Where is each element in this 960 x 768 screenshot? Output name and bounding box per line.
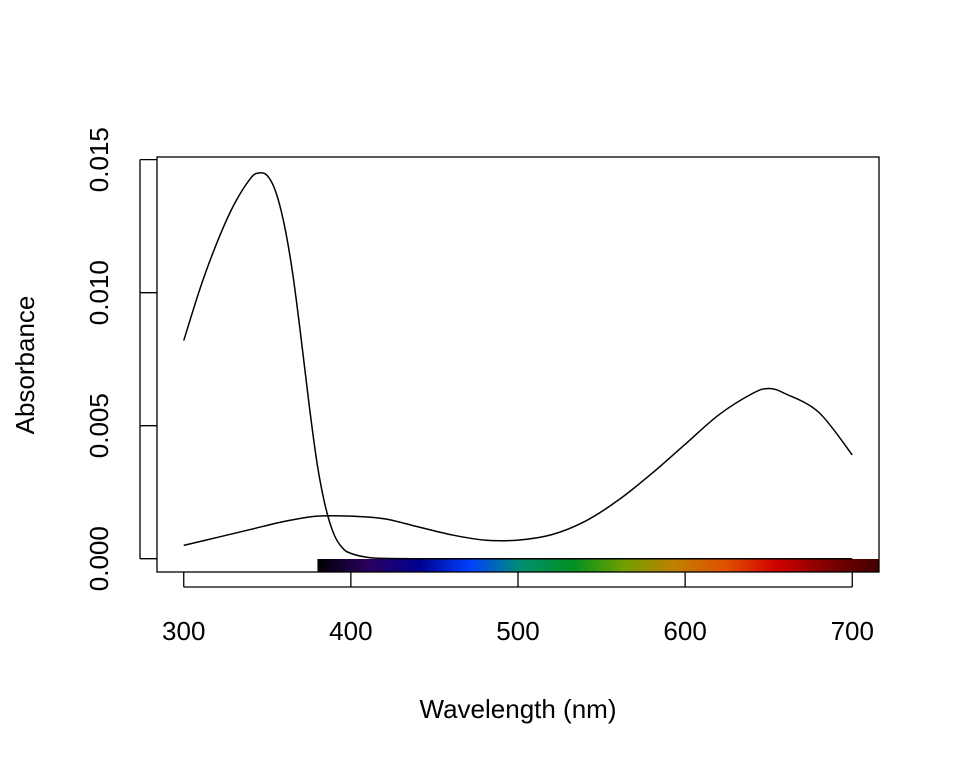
x-tick-label: 500 [496, 616, 539, 646]
x-axis-label: Wavelength (nm) [420, 694, 617, 724]
spectrum-layer [317, 559, 879, 572]
series-line-2 [183, 387, 853, 547]
plot-frame [156, 156, 880, 573]
visible-spectrum-bar [317, 559, 879, 572]
y-tick-label: 0.010 [84, 260, 114, 325]
x-axis: 300 400 500 600 700 [162, 572, 874, 646]
series-layer [183, 172, 853, 560]
y-tick-label: 0.005 [84, 393, 114, 458]
y-axis-label: Absorbance [10, 296, 40, 435]
y-tick-label: 0.000 [84, 526, 114, 591]
x-tick-label: 700 [831, 616, 874, 646]
y-tick-label: 0.015 [84, 127, 114, 192]
x-tick-label: 400 [329, 616, 372, 646]
y-axis: 0.000 0.005 0.010 0.015 [84, 127, 157, 591]
x-tick-label: 300 [162, 616, 205, 646]
x-tick-label: 600 [663, 616, 706, 646]
series-line-1 [183, 172, 853, 560]
